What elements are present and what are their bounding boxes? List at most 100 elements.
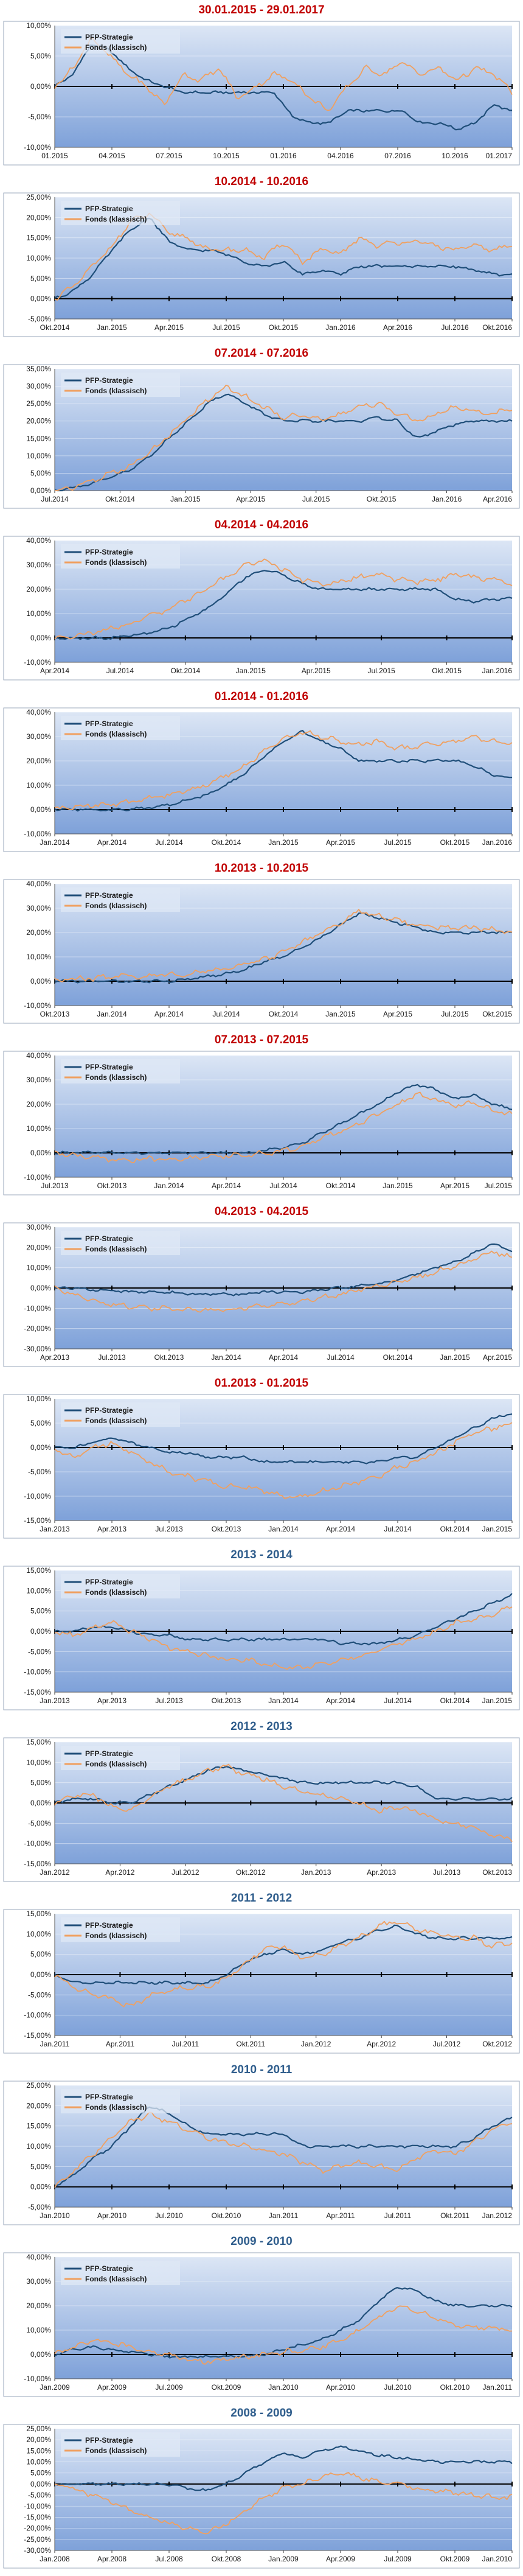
line-chart: -15,00% -10,00% -5,00% 0,00% 5,00% 10,00% 15,0… xyxy=(3,1737,520,1882)
legend-label-fonds: Fonds (klassisch) xyxy=(85,1245,147,1253)
legend xyxy=(61,29,180,54)
chart-title: 04.2014 - 04.2016 xyxy=(214,519,309,531)
y-tick-label: 15,00% xyxy=(26,234,51,242)
y-tick-label: -15,00% xyxy=(24,2031,51,2040)
x-tick-label: Okt.2016 xyxy=(482,323,512,332)
x-tick-label: Jan.2015 xyxy=(325,1010,356,1018)
x-tick-label: Jul.2012 xyxy=(433,2040,461,2048)
y-tick-label: -10,00% xyxy=(24,658,51,667)
line-chart: -15,00% -10,00% -5,00% 0,00% 5,00% 10,00% 15,0… xyxy=(3,1566,520,1710)
chart-panel: 10.2013 - 10.2015 -10,00% 0,00% 10,00% 20,00… xyxy=(0,858,523,1030)
y-tick-label: 20,00% xyxy=(26,757,51,765)
y-tick-label: -30,00% xyxy=(24,1345,51,1353)
y-tick-label: -15,00% xyxy=(24,1516,51,1525)
y-tick-label: 0,00% xyxy=(30,486,51,495)
y-tick-label: 20,00% xyxy=(26,2101,51,2110)
y-tick-label: 5,00% xyxy=(30,1779,51,1787)
y-tick-label: 10,00% xyxy=(26,452,51,460)
x-tick-label: Okt.2008 xyxy=(212,2555,241,2563)
y-tick-label: -5,00% xyxy=(28,113,51,121)
x-tick-label: Jul.2014 xyxy=(384,1525,412,1533)
series-line-fonds xyxy=(54,558,513,640)
x-tick-label: Jan.2014 xyxy=(40,838,70,847)
x-tick-label: Okt.2013 xyxy=(97,1181,127,1190)
series-line-fonds xyxy=(54,1763,513,1843)
y-tick-label: 15,00% xyxy=(26,2122,51,2130)
chart-title: 30.01.2015 - 29.01.2017 xyxy=(198,4,325,16)
y-tick-label: -5,00% xyxy=(28,2203,51,2211)
x-tick-label: Okt.2014 xyxy=(440,1696,470,1705)
series-line-fonds xyxy=(54,2472,513,2535)
x-tick-label: Okt.2013 xyxy=(40,1010,70,1018)
x-tick-label: Jul.2014 xyxy=(269,1181,297,1190)
y-tick-label: -30,00% xyxy=(24,2546,51,2555)
x-tick-label: Jan.2014 xyxy=(268,1525,299,1533)
series-line-fonds xyxy=(54,1920,513,2007)
chart-panel: 01.2013 - 01.2015 -15,00% -10,00% -5,00% 0,0… xyxy=(0,1373,523,1545)
y-tick-label: 20,00% xyxy=(26,928,51,937)
x-tick-label: Jul.2015 xyxy=(367,667,395,675)
x-tick-label: Apr.2013 xyxy=(97,1525,126,1533)
x-tick-label: Apr.2011 xyxy=(326,2211,355,2220)
x-tick-label: Jan.2015 xyxy=(482,1696,513,1705)
series-line-fonds xyxy=(54,2112,513,2188)
legend-label-pfp: PFP-Strategie xyxy=(85,2093,133,2101)
series-line-pfp xyxy=(54,2445,513,2491)
chart-title: 04.2013 - 04.2015 xyxy=(214,1205,309,1218)
y-tick-label: 0,00% xyxy=(30,2350,51,2359)
x-tick-label: Apr.2014 xyxy=(212,1181,241,1190)
x-tick-label: Okt.2011 xyxy=(440,2211,469,2220)
x-tick-label: Jan.2015 xyxy=(97,323,127,332)
y-tick-label: -10,00% xyxy=(24,830,51,838)
line-chart: -10,00% 0,00% 10,00% 20,00% 30,00% 40,00% Okt.… xyxy=(3,879,520,1024)
x-tick-label: Jul.2009 xyxy=(384,2555,412,2563)
y-tick-label: 25,00% xyxy=(26,399,51,408)
y-tick-label: 10,00% xyxy=(26,1586,51,1595)
y-tick-label: 10,00% xyxy=(26,254,51,262)
y-tick-label: 5,00% xyxy=(30,274,51,282)
x-tick-label: Jul.2013 xyxy=(41,1181,69,1190)
x-tick-label: Okt.2013 xyxy=(482,1868,512,1877)
chart-panel: 07.2013 - 07.2015 -10,00% 0,00% 10,00% 20,00… xyxy=(0,1030,523,1202)
x-tick-label: Jan.2016 xyxy=(482,667,513,675)
line-chart: -10,00% 0,00% 10,00% 20,00% 30,00% 40,00% Jan.… xyxy=(3,707,520,852)
legend-label-fonds: Fonds (klassisch) xyxy=(85,2275,147,2283)
x-tick-label: Jan.2011 xyxy=(40,2040,70,2048)
x-tick-label: Jan.2016 xyxy=(325,323,356,332)
y-tick-label: -15,00% xyxy=(24,2513,51,2521)
x-tick-label: Okt.2011 xyxy=(236,2040,265,2048)
y-tick-label: -10,00% xyxy=(24,1304,51,1312)
line-chart: -5,00% 0,00% 5,00% 10,00% 15,00% 20,00% 25,00%… xyxy=(3,192,520,337)
x-tick-label: Apr.2014 xyxy=(269,1353,298,1362)
x-tick-label: Jul.2011 xyxy=(384,2211,412,2220)
y-tick-label: 0,00% xyxy=(30,1149,51,1157)
y-tick-label: 5,00% xyxy=(30,2469,51,2477)
series-line-pfp xyxy=(54,1766,513,1805)
line-chart: -30,00% -25,00% -20,00% -15,00% -10,00% -5,00… xyxy=(3,2424,520,2569)
x-tick-label: Okt.2014 xyxy=(105,495,135,503)
legend xyxy=(61,2261,180,2285)
x-tick-label: Okt.2010 xyxy=(440,2383,470,2392)
chart-panel: 2008 - 2009 -30,00% -25,00% -20,00% -15,00% -… xyxy=(0,2403,523,2575)
x-tick-label: 01.2016 xyxy=(270,152,297,160)
legend-label-fonds: Fonds (klassisch) xyxy=(85,1760,147,1768)
legend-label-fonds: Fonds (klassisch) xyxy=(85,901,147,910)
chart-panel: 2012 - 2013 -15,00% -10,00% -5,00% 0,00% 5,00… xyxy=(0,1717,523,1888)
y-tick-label: 30,00% xyxy=(26,1076,51,1084)
x-tick-label: Jan.2011 xyxy=(269,2211,299,2220)
y-tick-label: -10,00% xyxy=(24,2502,51,2510)
series-line-pfp xyxy=(54,912,513,984)
legend xyxy=(61,716,180,740)
chart-panel: 2010 - 2011 -5,00% 0,00% 5,00% 10,00% 15,00% 2… xyxy=(0,2060,523,2231)
x-tick-label: Jul.2014 xyxy=(384,1696,412,1705)
y-tick-label: 40,00% xyxy=(26,2253,51,2261)
series-line-fonds xyxy=(54,2305,513,2365)
series-line-pfp xyxy=(54,730,513,812)
y-tick-label: 0,00% xyxy=(30,82,51,91)
x-tick-label: Okt.2009 xyxy=(212,2383,241,2392)
y-tick-label: -15,00% xyxy=(24,1688,51,1696)
legend xyxy=(61,1402,180,1427)
line-chart: -5,00% 0,00% 5,00% 10,00% 15,00% 20,00% 25,00%… xyxy=(3,2081,520,2225)
x-tick-label: Jul.2014 xyxy=(41,495,69,503)
